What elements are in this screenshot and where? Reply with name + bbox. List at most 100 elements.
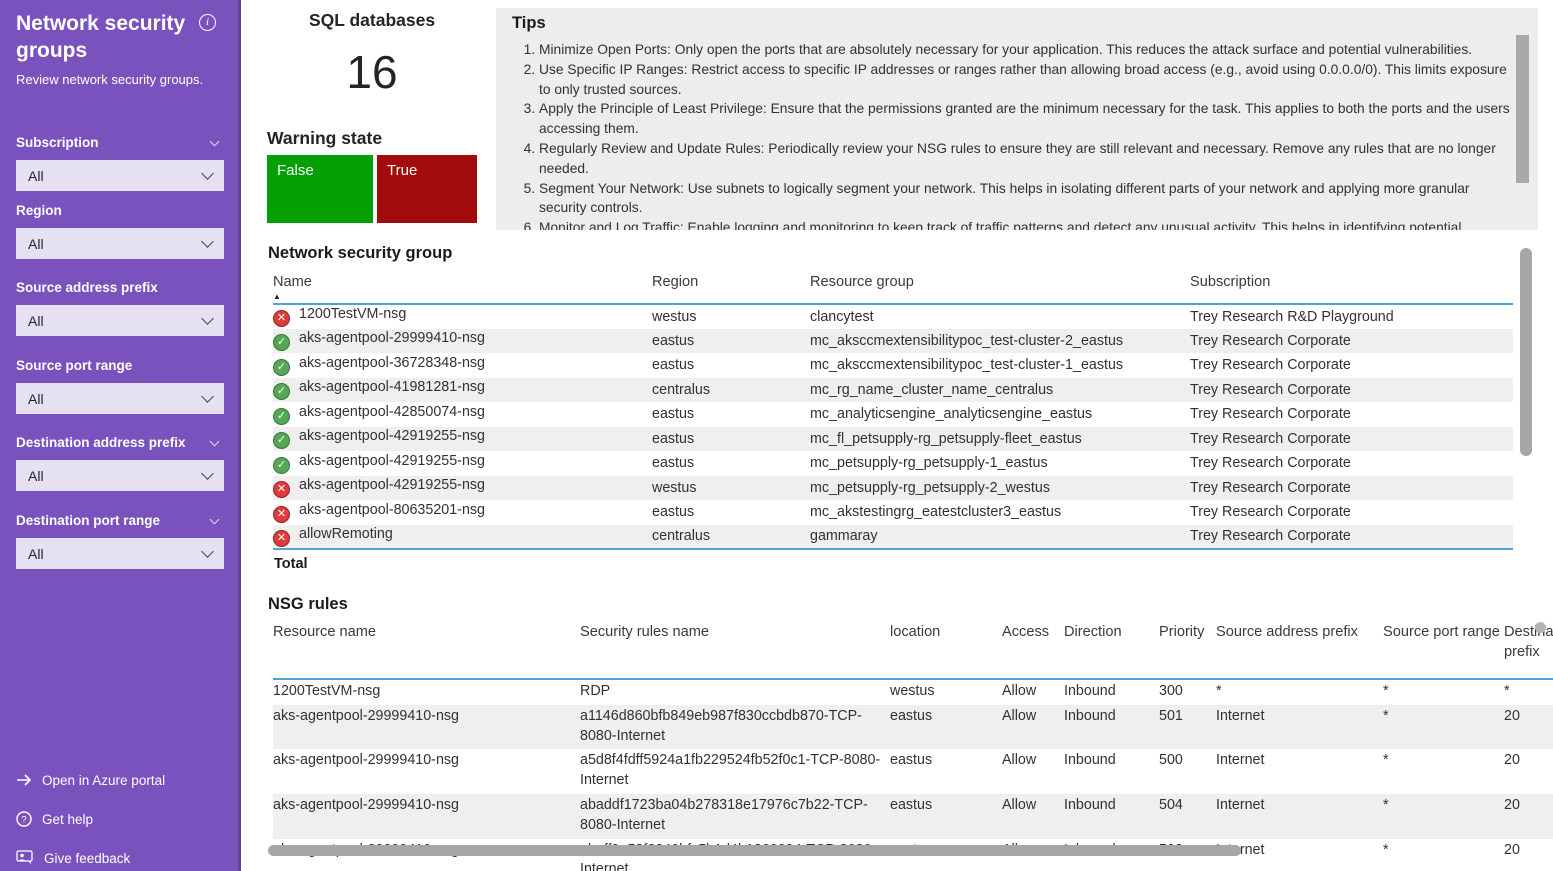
chevron-down-icon[interactable] [209,436,220,447]
resource-group-cell: mc_aksccmextensibilitypoc_test-cluster-1… [810,357,1124,374]
status-icon: ✕ [273,481,290,499]
nsg-table-header-row: Name ▲ Region ▲ Resource group ▲ Subscri… [273,272,1513,304]
destination-address-prefix-cell: 20 [1504,752,1520,769]
nsg-column-header[interactable]: Resource group ▲ [810,272,1190,304]
source-port-range-cell: * [1383,707,1389,724]
direction-cell: Inbound [1064,683,1116,699]
nsg-name: allowRemoting [299,525,393,542]
nsg-table-scrollbar-thumb[interactable] [1520,248,1532,456]
chevron-down-icon [201,467,214,480]
priority-cell: 501 [1159,707,1183,724]
table-row[interactable]: ✓ aks-agentpool-41981281-nsg centralus mc… [273,377,1513,402]
kpi-card: SQL databases 16 [267,10,477,99]
rules-column-header[interactable]: Source port range [1383,624,1500,640]
table-row[interactable]: ✕ 1200TestVM-nsg westus clancytest Trey R… [273,304,1513,329]
source-address-prefix-cell: * [1216,683,1222,699]
table-row[interactable]: ✕ aks-agentpool-42919255-nsg westus mc_pe… [273,475,1513,500]
column-header-label: Region [652,274,699,290]
name-cell: ✓ aks-agentpool-29999410-nsg [273,329,652,354]
region-cell: westus [652,308,697,325]
get-help-link[interactable]: ? Get help [16,809,93,829]
rules-column-header[interactable]: Source address prefix [1216,624,1358,640]
filter-dropdown[interactable]: All [16,538,224,569]
resource-group-cell: gammaray [810,528,878,545]
chevron-down-icon[interactable] [209,136,220,147]
give-feedback-link[interactable]: Give feedback [16,848,130,868]
source-address-prefix-cell: Internet [1216,752,1265,769]
filter-label: Region [16,203,224,221]
table-row[interactable]: ✕ aks-agentpool-80635201-nsg eastus mc_ak… [273,500,1513,525]
resource-group-cell: clancytest [810,308,874,325]
rules-column-header[interactable]: Direction [1064,624,1122,640]
filter-label: Destination port range [16,513,224,531]
filter-label: Source port range [16,358,224,376]
nsg-name: aks-agentpool-36728348-nsg [299,354,485,371]
tips-scrollbar-thumb[interactable] [1516,35,1529,183]
name-cell: ✕ 1200TestVM-nsg [273,304,652,329]
tips-title: Tips [512,14,546,32]
table-row[interactable]: ✓ aks-agentpool-29999410-nsg eastus mc_ak… [273,328,1513,354]
status-icon: ✕ [273,310,290,328]
table-row[interactable]: ✕ allowRemoting centralus gammaray Trey R… [273,524,1513,549]
filter-label-text: Source address prefix [16,280,158,295]
rules-column-header[interactable]: Priority [1159,624,1205,640]
subscription-cell: Trey Research Corporate [1190,381,1351,398]
table-row[interactable]: 1200TestVM-nsg RDP westus Allow Inbound … [273,679,1553,705]
link-label: Open in Azure portal [42,772,166,788]
nsg-column-header[interactable]: Name ▲ [273,272,652,304]
region-cell: eastus [652,430,695,447]
table-row[interactable]: ✓ aks-agentpool-42919255-nsg eastus mc_pe… [273,451,1513,476]
rules-column-header[interactable]: Resource name [273,624,377,640]
nsg-column-header[interactable]: Region ▲ [652,272,810,304]
filter-label: Source address prefix [16,280,224,298]
chevron-down-icon[interactable] [209,514,220,525]
table-row[interactable]: aks-agentpool-29999410-nsg a1146d860bfb8… [273,704,1553,750]
filter-group: Destination address prefix All [16,435,224,491]
kpi-title: SQL databases [308,10,436,30]
region-cell: eastus [652,332,695,349]
status-icon: ✓ [273,456,290,474]
name-cell: ✓ aks-agentpool-42919255-nsg [273,427,652,452]
table-row[interactable]: aks-agentpool-29999410-nsg a5d8f4fdff592… [273,749,1553,794]
subscription-cell: Trey Research R&D Playground [1190,308,1394,325]
filter-dropdown[interactable]: All [16,305,224,336]
subscription-cell: Trey Research Corporate [1190,430,1351,447]
nsg-column-header[interactable]: Subscription ▲ [1190,272,1513,304]
info-icon[interactable]: i [199,14,216,31]
priority-cell: 504 [1159,796,1183,813]
page-title: Network security groups [16,12,186,62]
open-in-azure-portal-link[interactable]: Open in Azure portal [16,770,165,790]
resource-group-cell: mc_aksccmextensibilitypoc_test-cluster-2… [810,332,1124,349]
rules-column-header[interactable]: location [890,624,941,640]
region-cell: centralus [652,381,711,398]
tile-false[interactable]: False [267,155,373,223]
table-row[interactable]: ✓ aks-agentpool-42919255-nsg eastus mc_fl… [273,426,1513,452]
filter-dropdown[interactable]: All [16,228,224,259]
table-row[interactable]: ✓ aks-agentpool-36728348-nsg eastus mc_ak… [273,353,1513,378]
resource-group-cell: mc_petsupply-rg_petsupply-1_eastus [810,455,1048,472]
horizontal-scrollbar-thumb[interactable] [268,845,1241,856]
nsg-table: Name ▲ Region ▲ Resource group ▲ Subscri… [273,272,1513,550]
filter-selected-value: All [28,545,44,562]
rules-column-header[interactable]: Security rules name [580,624,709,640]
rules-table-scrollbar-thumb[interactable] [1535,622,1546,633]
region-cell: eastus [652,455,695,472]
tile-true[interactable]: True [377,155,477,223]
security-rule-name-cell: abaddf1723ba04b278318e17976c7b22-TCP-808… [580,796,868,833]
access-cell: Allow [1002,796,1037,813]
filter-dropdown[interactable]: All [16,160,224,191]
total-label: Total [274,556,308,572]
filter-selected-value: All [28,235,44,252]
filter-dropdown[interactable]: All [16,460,224,491]
rules-column-header[interactable]: Access [1002,624,1050,640]
subscription-cell: Trey Research Corporate [1190,332,1351,349]
filter-label-text: Region [16,203,62,218]
page-subtitle: Review network security groups. [16,72,204,87]
tips-item: Minimize Open Ports: Only open the ports… [539,40,1510,60]
region-cell: eastus [652,504,695,521]
table-row[interactable]: ✓ aks-agentpool-42850074-nsg eastus mc_an… [273,402,1513,427]
filter-group: Region All [16,203,224,259]
table-row[interactable]: aks-agentpool-29999410-nsg abaddf1723ba0… [273,793,1553,839]
filter-dropdown[interactable]: All [16,383,224,414]
